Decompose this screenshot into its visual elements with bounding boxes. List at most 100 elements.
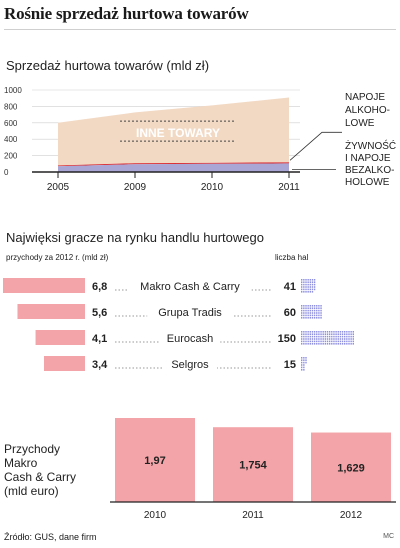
hall-dot xyxy=(305,359,307,361)
zywnosc-label: I NAPOJE xyxy=(345,153,391,164)
players-chart: 6,8 Makro Cash & Carry 41 5,6 Grupa Tradis 60… xyxy=(3,278,354,371)
hall-dot xyxy=(352,333,354,335)
hall-dot xyxy=(307,281,309,283)
hall-dot xyxy=(324,335,327,338)
hall-dot xyxy=(309,317,311,319)
hall-dot xyxy=(322,340,324,343)
hall-dot xyxy=(307,283,309,286)
hall-dot xyxy=(303,307,305,309)
hall-dot xyxy=(301,331,303,333)
hall-dot xyxy=(333,333,335,335)
hall-dot xyxy=(318,340,320,343)
hall-dot xyxy=(305,288,307,291)
makro-revenue-bar xyxy=(115,418,195,502)
hall-dot xyxy=(311,288,314,291)
hall-dot xyxy=(311,279,314,281)
hall-dot xyxy=(307,338,309,340)
inne-towary-label: INNE TOWARY xyxy=(136,126,220,140)
hall-dot xyxy=(328,338,331,340)
hall-dot xyxy=(326,340,329,343)
hall-dot xyxy=(305,291,307,293)
source-note: Źródło: GUS, dane firm xyxy=(4,532,97,542)
hall-dot xyxy=(344,343,346,345)
hall-dot xyxy=(328,343,331,345)
makro-revenue-label: Przychody Makro Cash & Carry (mld euro) xyxy=(4,442,76,498)
hall-dot xyxy=(339,340,342,343)
hall-dot xyxy=(305,314,307,317)
hall-dot xyxy=(346,340,348,343)
hall-dot xyxy=(307,314,309,317)
hall-dot xyxy=(311,335,314,338)
hall-dot xyxy=(311,291,314,293)
hall-dot xyxy=(333,331,335,333)
makro-label-line-3: Cash & Carry xyxy=(4,470,77,484)
hall-dot xyxy=(303,333,305,335)
hall-dot xyxy=(316,312,318,314)
hall-dot xyxy=(318,331,320,333)
hall-dot xyxy=(331,333,333,335)
hall-dot xyxy=(341,340,344,343)
hall-dot xyxy=(301,333,303,335)
hall-dot xyxy=(311,340,314,343)
hall-dot xyxy=(305,343,307,345)
hall-dot xyxy=(324,333,327,335)
hall-dot xyxy=(303,288,305,291)
label-backdrop xyxy=(162,357,218,371)
hall-dot xyxy=(316,333,318,335)
hall-dot xyxy=(341,331,344,333)
makro-label-line-4: (mld euro) xyxy=(4,484,59,498)
hall-dot xyxy=(328,340,331,343)
hall-dot xyxy=(309,335,311,338)
hall-dot xyxy=(303,286,305,288)
makro-label-line-1: Przychody xyxy=(4,442,61,456)
makro-revenue-bar xyxy=(311,432,391,502)
y-tick-label: 400 xyxy=(4,135,18,144)
hall-dot xyxy=(303,314,305,317)
hall-dot xyxy=(350,333,352,335)
hall-dot xyxy=(348,335,350,338)
hall-dot xyxy=(305,281,307,283)
hall-dot xyxy=(311,283,314,286)
hall-dot xyxy=(318,312,320,314)
hall-dot xyxy=(311,333,314,335)
hall-dot xyxy=(316,305,318,307)
revenue-bar xyxy=(3,278,85,293)
hall-dot xyxy=(307,305,309,307)
halls-count: 15 xyxy=(284,359,296,371)
revenue-bar xyxy=(17,304,85,319)
hall-dot xyxy=(333,343,335,345)
hall-dot xyxy=(348,340,350,343)
hall-dot xyxy=(328,335,331,338)
company-name: Eurocash xyxy=(167,333,213,345)
hall-dot xyxy=(320,338,322,340)
chart2-subtitle: Najwięksi gracze na rynku handlu hurtowe… xyxy=(6,230,264,245)
hall-dot xyxy=(307,288,309,291)
hall-dot xyxy=(309,286,311,288)
hall-dot xyxy=(303,340,305,343)
hall-dot xyxy=(335,331,337,333)
hall-dot xyxy=(348,343,350,345)
halls-column-header: liczba hal xyxy=(275,253,309,262)
hall-dot xyxy=(333,335,335,338)
hall-dot xyxy=(341,338,344,340)
area-zywnosc xyxy=(58,163,289,172)
hall-dot xyxy=(339,333,342,335)
hall-dot xyxy=(320,343,322,345)
napoje-alkoholowe-label: NAPOJE xyxy=(345,92,385,103)
hall-dot xyxy=(301,361,303,364)
hall-dot xyxy=(307,343,309,345)
hall-dot xyxy=(320,312,322,314)
hall-dot xyxy=(328,331,331,333)
hall-dot xyxy=(313,279,316,281)
author-credit: MC xyxy=(383,533,394,540)
hall-dot xyxy=(305,307,307,309)
hall-dot xyxy=(305,312,307,314)
x-tick-label: 2011 xyxy=(278,182,300,193)
hall-dot xyxy=(318,338,320,340)
zywnosc-label: ŻYWNOŚĆ xyxy=(345,139,396,152)
hall-dot xyxy=(318,305,320,307)
hall-dot xyxy=(303,312,305,314)
hall-dot xyxy=(335,333,337,335)
hall-dot xyxy=(311,309,314,312)
hall-dot xyxy=(303,357,305,359)
